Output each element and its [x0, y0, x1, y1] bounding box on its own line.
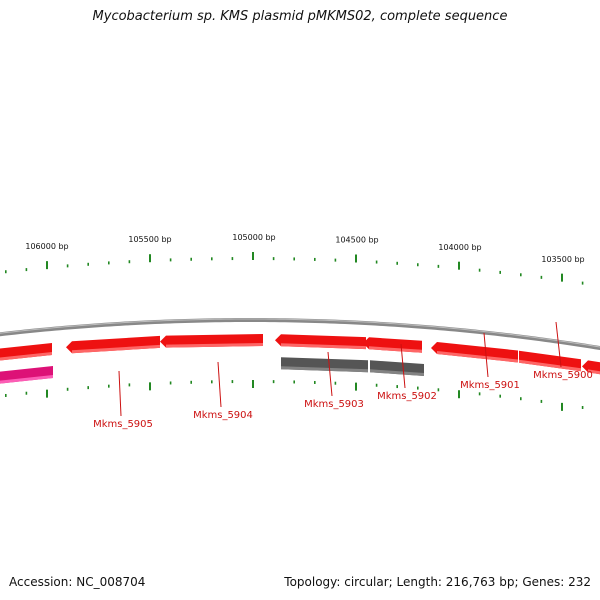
inner-scale-ticks: [4, 380, 584, 411]
gene-arrow-mkms-5904: [160, 334, 263, 348]
gene-arrow-mkms-5901: [431, 342, 518, 363]
gene-arrow-mkms-5903-shadow: [281, 343, 366, 350]
gene-arrow-partial-right: [582, 360, 600, 375]
scale-label: 105500 bp: [128, 235, 171, 244]
scale-label: 105000 bp: [232, 233, 275, 242]
feature-track: [0, 334, 600, 384]
gene-arrow-mkms-5904-shadow: [166, 343, 263, 348]
magenta-feature: [0, 366, 53, 384]
gene-arrow-mkms-5901-shadow: [437, 351, 518, 363]
grey-feature-left-shadow: [281, 366, 368, 373]
scale-label: 106000 bp: [25, 242, 68, 251]
gene-arrow-mkms-5900: [519, 350, 581, 372]
grey-feature-right: [370, 360, 424, 376]
scale-labels: 106000 bp 105500 bp 105000 bp 104500 bp 1040…: [25, 233, 584, 264]
gene-label-leader: [400, 343, 406, 389]
backbone-line: [0, 317, 600, 351]
gene-label-leader: [483, 332, 489, 378]
gene-arrow-mkms-5902-shadow: [369, 346, 422, 353]
backbone-highlight: [0, 318, 600, 348]
gene-label: Mkms_5901: [460, 380, 520, 391]
gene-label: Mkms_5905: [93, 419, 153, 430]
gene-arrow-partial-right-shadow: [588, 369, 600, 375]
gene-label-leader: [217, 361, 222, 408]
gene-arrow-partial-left-shadow: [0, 352, 52, 361]
gene-label: Mkms_5900: [533, 370, 593, 381]
gene-label-leader: [118, 370, 122, 417]
scale-label: 103500 bp: [541, 255, 584, 264]
scale-label: 104000 bp: [438, 243, 481, 252]
gene-arrow-mkms-5900-shadow: [519, 359, 581, 372]
gene-label: Mkms_5904: [193, 410, 253, 421]
gene-arrow-mkms-5903: [275, 334, 366, 350]
gene-arrow-partial-left: [0, 343, 52, 361]
grey-feature-right-shadow: [370, 369, 424, 376]
gene-arrow-mkms-5905-shadow: [72, 344, 160, 354]
scale-label: 104500 bp: [335, 236, 378, 245]
gene-arrow-mkms-5902: [363, 337, 422, 353]
gene-arrow-mkms-5905: [66, 335, 160, 354]
topology-text: Topology: circular; Length: 216,763 bp; …: [284, 575, 591, 589]
outer-scale-ticks: [4, 252, 584, 285]
gene-label: Mkms_5902: [377, 391, 437, 402]
gene-label-leader: [555, 321, 562, 368]
gene-label-leader: [327, 351, 333, 397]
grey-feature-left: [281, 357, 368, 373]
gene-label: Mkms_5903: [304, 399, 364, 410]
magenta-feature-shadow: [0, 375, 53, 384]
gene-labels: Mkms_5905 Mkms_5904 Mkms_5903 Mkms_5902 Mkms…: [93, 321, 593, 430]
map-title: Mycobacterium sp. KMS plasmid pMKMS02, c…: [92, 9, 508, 24]
accession-text: Accession: NC_008704: [9, 575, 146, 589]
sequence-backbone: [0, 317, 600, 351]
